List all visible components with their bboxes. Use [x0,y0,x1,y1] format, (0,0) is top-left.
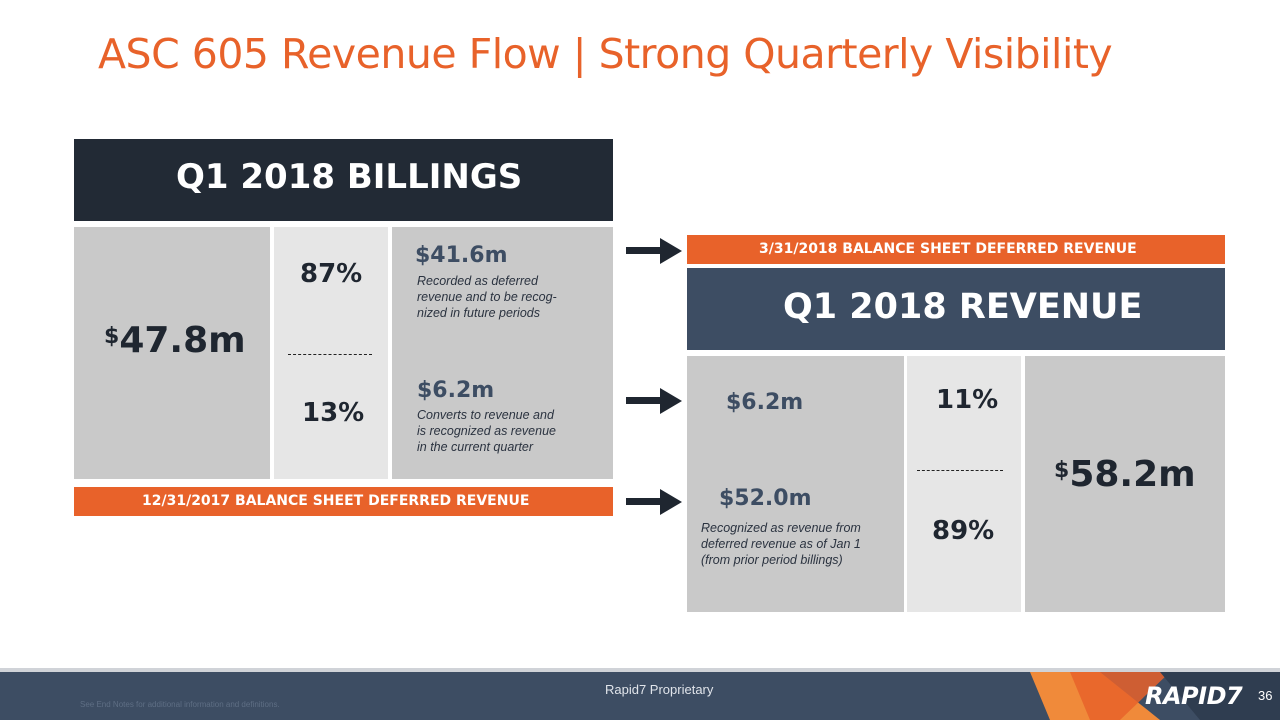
arrow-right-icon [626,388,682,414]
arrow-right-icon [626,238,682,264]
revenue-divider [917,470,1003,471]
revenue-pct-panel [907,356,1021,612]
billings-bottom-amount: $6.2m [417,378,495,403]
billings-detail-panel [392,227,613,479]
rapid7-logo: RAPID7 [1145,682,1243,710]
billings-top-pct: 87% [300,259,363,289]
footer-proprietary: Rapid7 Proprietary [605,682,714,697]
billings-header: Q1 2018 BILLINGS [74,139,613,221]
billings-total: $47.8m [104,320,246,361]
revenue-header: Q1 2018 REVENUE [687,268,1225,350]
billings-pct-panel [274,227,388,479]
billings-top-note: Recorded as deferred revenue and to be r… [417,274,557,320]
footer-decoration-icon [1030,672,1280,720]
footer-endnote: See End Notes for additional information… [80,700,280,709]
footer-bar [0,672,1280,720]
revenue-detail-panel [687,356,904,612]
billings-bottom-note: Converts to revenue and is recognized as… [417,408,556,454]
revenue-bottom-pct: 89% [932,516,995,546]
revenue-total: $58.2m [1054,454,1196,495]
revenue-deferred-bar: 3/31/2018 BALANCE SHEET DEFERRED REVENUE [687,235,1225,264]
revenue-bottom-note: Recognized as revenue from deferred reve… [701,521,861,567]
slide-title: ASC 605 Revenue Flow | Strong Quarterly … [98,30,1113,78]
revenue-total-panel [1025,356,1225,612]
revenue-header-label: Q1 2018 REVENUE [783,287,1143,327]
page-number: 36 [1258,688,1273,703]
footer-divider [0,668,1280,672]
arrow-right-icon [626,489,682,515]
billings-divider [288,354,372,355]
billings-deferred-bar: 12/31/2017 BALANCE SHEET DEFERRED REVENU… [74,487,613,516]
billings-total-panel [74,227,270,479]
billings-top-amount: $41.6m [415,243,508,268]
billings-bottom-pct: 13% [302,398,365,428]
revenue-top-amount: $6.2m [726,390,804,415]
billings-header-label: Q1 2018 BILLINGS [176,157,523,197]
revenue-top-pct: 11% [936,385,999,415]
revenue-bottom-amount: $52.0m [719,486,812,511]
